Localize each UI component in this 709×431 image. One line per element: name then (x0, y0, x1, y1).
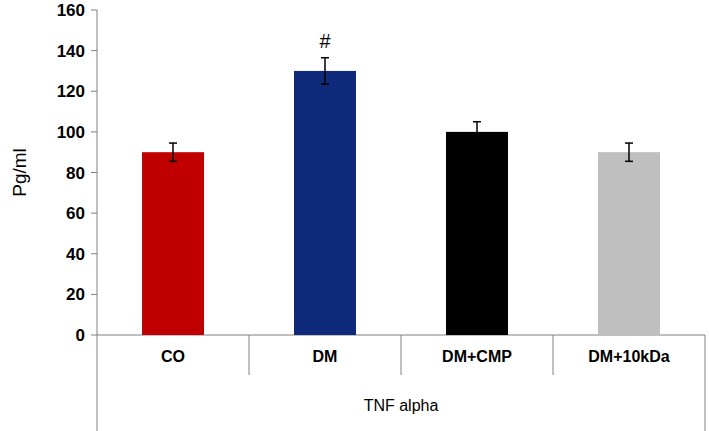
error-bar (473, 122, 481, 142)
y-tick (91, 253, 97, 254)
error-bar (169, 143, 177, 161)
error-bar (625, 143, 633, 161)
group-separator (705, 375, 706, 431)
y-tick-label: 80 (66, 164, 85, 183)
error-cap (169, 161, 177, 163)
category-separator (553, 335, 554, 375)
bar (294, 71, 356, 335)
chart: 0 20 40 60 80 100 120 140 160 Pg/ml CO DM DM+CMP DM+1… (0, 0, 709, 431)
x-tick-label: DM+10kDa (588, 348, 669, 365)
y-tick-label: 120 (57, 82, 85, 101)
y-tick-label: 0 (76, 326, 85, 345)
x-tick-label: DM+CMP (442, 348, 512, 365)
y-tick-label: 140 (57, 42, 85, 61)
chart-container: 0 20 40 60 80 100 120 140 160 Pg/ml CO DM DM+CMP DM+1… (0, 0, 709, 431)
bars (142, 58, 660, 335)
category-separator (249, 335, 250, 375)
error-cap (473, 121, 481, 123)
x-tick-label: CO (161, 348, 185, 365)
error-stem (476, 122, 478, 142)
y-axis (97, 10, 98, 431)
x-tick-label: DM (313, 348, 338, 365)
y-tick-label: 60 (66, 204, 85, 223)
error-cap (169, 142, 177, 144)
bar (598, 152, 660, 335)
y-tick-label: 20 (66, 285, 85, 304)
error-cap (321, 83, 329, 85)
error-cap (625, 161, 633, 163)
error-bar (321, 58, 329, 84)
error-stem (172, 143, 174, 161)
category-separator (705, 335, 706, 375)
y-tick (91, 213, 97, 214)
y-tick-label: 160 (57, 1, 85, 20)
y-tick (91, 50, 97, 51)
y-tick (91, 10, 97, 11)
error-stem (324, 58, 326, 84)
bar (446, 132, 508, 335)
category-separator (401, 335, 402, 375)
y-tick (91, 294, 97, 295)
y-axis-label: Pg/ml (9, 148, 30, 197)
bar (142, 152, 204, 335)
y-tick (91, 172, 97, 173)
error-cap (321, 57, 329, 59)
y-tick (91, 335, 97, 336)
y-tick-label: 40 (66, 245, 85, 264)
y-tick (91, 131, 97, 132)
error-cap (625, 142, 633, 144)
annotation: # (319, 30, 331, 52)
error-stem (628, 143, 630, 161)
error-cap (473, 141, 481, 143)
y-tick-label: 100 (57, 123, 85, 142)
y-tick (91, 91, 97, 92)
x-axis-label: TNF alpha (364, 397, 439, 414)
